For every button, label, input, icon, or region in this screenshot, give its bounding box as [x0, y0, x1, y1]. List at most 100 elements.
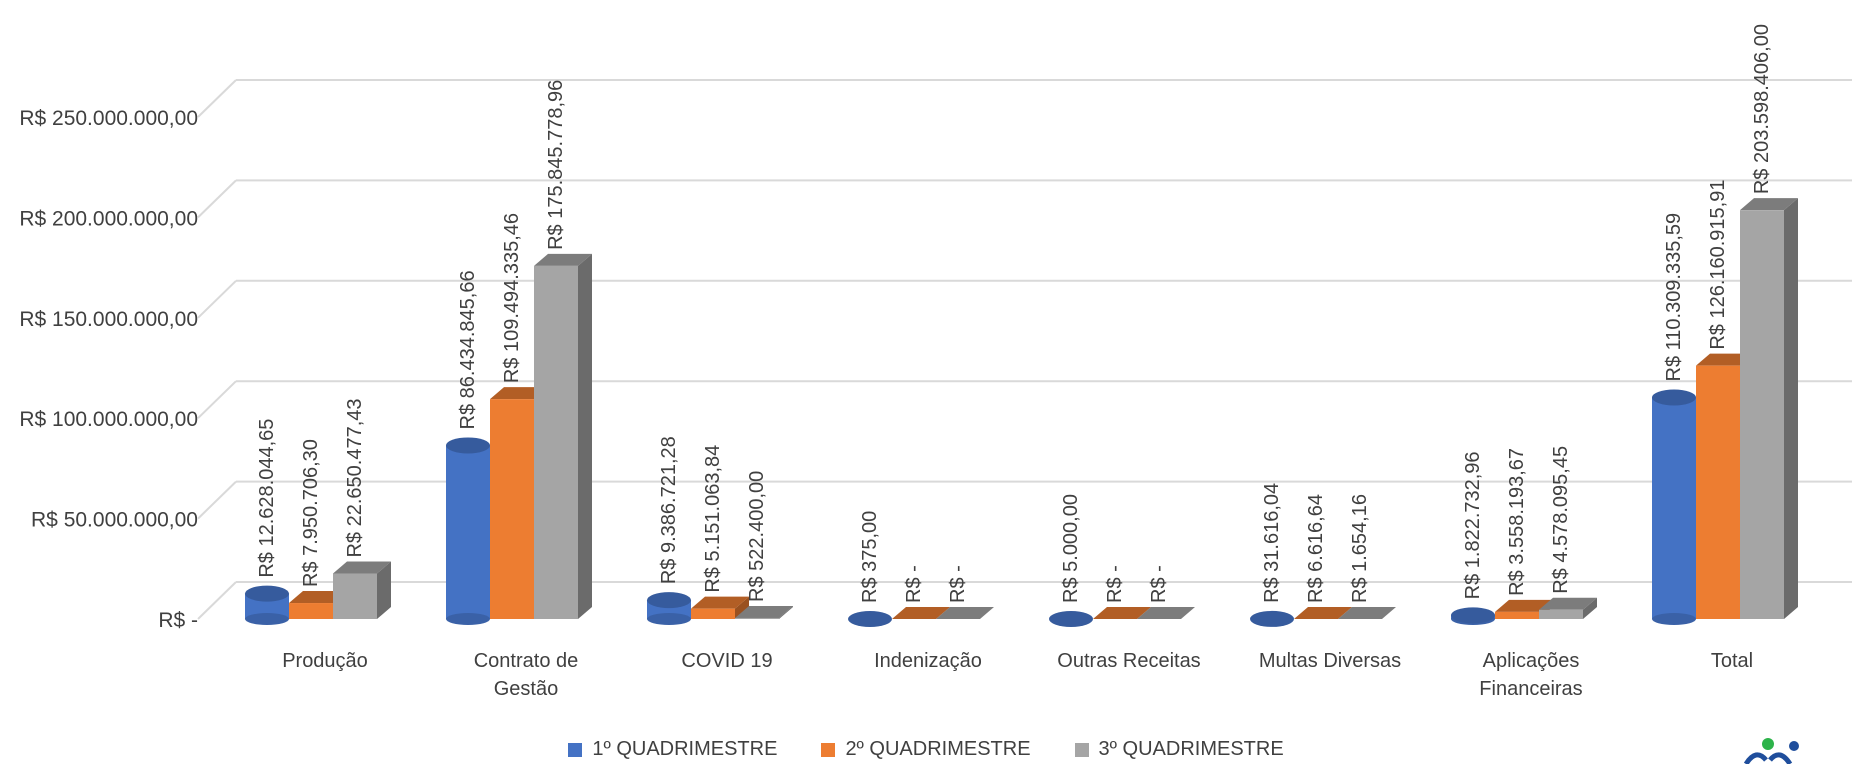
bar: [691, 596, 749, 619]
bar-side: [1382, 606, 1396, 619]
bar-base: [1652, 613, 1696, 625]
bar-top: [446, 437, 490, 454]
legend-item: 2º QUADRIMESTRE: [821, 738, 1031, 761]
bar-top: [333, 561, 391, 574]
y-tick-label: R$ 50.000.000,00: [31, 509, 198, 532]
data-label: R$ 375,00: [859, 511, 881, 603]
bar-top: [1137, 607, 1195, 619]
legend-swatch: [1074, 742, 1089, 757]
y-tick-label: R$ 200.000.000,00: [19, 207, 198, 230]
bar-top: [691, 596, 749, 609]
data-label: R$ 22.650.477,43: [344, 398, 366, 557]
bar: [534, 253, 592, 619]
bar-front: [289, 603, 333, 619]
bar-front: [333, 573, 377, 619]
bar-top: [735, 605, 793, 618]
data-label: R$ 9.386.721,28: [658, 436, 680, 584]
bar: [1652, 389, 1696, 625]
bar-body: [446, 445, 490, 619]
bar-side: [1784, 198, 1798, 619]
bar-body: [1652, 397, 1696, 619]
x-tick-label: Outras Receitas: [1057, 650, 1200, 672]
gridline-depth: [197, 380, 237, 419]
data-label: R$ 110.309.335,59: [1663, 213, 1685, 382]
bar: [1539, 597, 1597, 619]
gridline-depth: [197, 179, 237, 219]
data-label: R$ 109.494.335,46: [501, 213, 523, 383]
bar-base: [647, 613, 691, 625]
data-label: R$ 86.434.845,66: [457, 270, 479, 429]
bar-top: [1093, 607, 1151, 619]
data-label: R$ 5.000,00: [1060, 494, 1082, 603]
chart-legend: 1º QUADRIMESTRE 2º QUADRIMESTRE 3º QUADRIM…: [0, 738, 1852, 761]
data-label: R$ 175.845.778,96: [545, 80, 567, 250]
y-tick-label: R$ 100.000.000,00: [19, 408, 198, 431]
data-label: R$ -: [1104, 565, 1126, 603]
bar: [1137, 607, 1195, 619]
bar-top: [1652, 389, 1696, 406]
bar: [735, 605, 793, 619]
data-label: R$ -: [903, 565, 925, 603]
data-label: R$ 31.616,04: [1261, 483, 1283, 603]
x-tick-label: Indenização: [874, 650, 982, 672]
bar-top: [1049, 610, 1093, 627]
bar: [848, 610, 892, 627]
bar-top: [1338, 606, 1396, 619]
bar-top: [534, 253, 592, 266]
bar-front: [735, 617, 779, 619]
legend-item: 3º QUADRIMESTRE: [1074, 738, 1284, 761]
bar-front: [534, 265, 578, 619]
bar-top: [1495, 599, 1553, 612]
bar: [1451, 607, 1495, 625]
bar: [1250, 610, 1294, 627]
x-tick-label: Financeiras: [1479, 678, 1582, 700]
bar-side: [1583, 597, 1597, 619]
data-label: R$ 12.628.044,65: [256, 419, 278, 578]
bar-base: [446, 613, 490, 625]
bar-top: [1539, 597, 1597, 610]
bar-front: [1696, 365, 1740, 619]
data-label: R$ 7.950.706,30: [300, 439, 322, 587]
bar: [892, 607, 950, 619]
bar: [1093, 607, 1151, 619]
bar-top: [647, 592, 691, 609]
bar-front: [1495, 611, 1539, 619]
bar-side: [578, 253, 592, 619]
bar-top: [289, 591, 347, 604]
y-tick-label: R$ 250.000.000,00: [19, 107, 198, 130]
bar-top: [1696, 353, 1754, 366]
legend-item: 1º QUADRIMESTRE: [568, 738, 777, 761]
bar: [333, 561, 391, 619]
bar-top: [1250, 610, 1294, 627]
x-tick-label: Total: [1711, 650, 1753, 672]
legend-swatch: [568, 742, 583, 757]
data-label: R$ 1.654,16: [1349, 494, 1371, 603]
legend-label: 3º QUADRIMESTRE: [1098, 738, 1284, 760]
data-label: R$ 203.598.406,00: [1751, 24, 1773, 194]
x-tick-label: Contrato de: [474, 650, 579, 672]
data-label: R$ 522.400,00: [746, 471, 768, 602]
data-label: R$ 5.151.063,84: [702, 445, 724, 593]
bar: [245, 585, 289, 625]
bar-top: [245, 585, 289, 602]
bar-top: [892, 607, 950, 619]
gridline-depth: [197, 480, 237, 520]
data-label: R$ 6.616,64: [1305, 494, 1327, 603]
legend-swatch: [821, 742, 836, 757]
bar-side: [735, 596, 749, 619]
bar-front: [1539, 609, 1583, 619]
y-tick-label: R$ 150.000.000,00: [19, 308, 198, 331]
bar-top: [1740, 198, 1798, 211]
data-label: R$ 126.160.915,91: [1707, 180, 1729, 350]
bar-side: [779, 605, 793, 619]
data-label: R$ 1.822.732,96: [1462, 451, 1484, 599]
legend-label: 2º QUADRIMESTRE: [845, 738, 1031, 760]
data-label: R$ 4.578.095,45: [1550, 446, 1572, 594]
bar-side: [377, 561, 391, 619]
bar: [1338, 606, 1396, 619]
legend-label: 1º QUADRIMESTRE: [592, 738, 778, 760]
bar-base: [245, 613, 289, 625]
x-tick-label: Produção: [282, 650, 368, 672]
